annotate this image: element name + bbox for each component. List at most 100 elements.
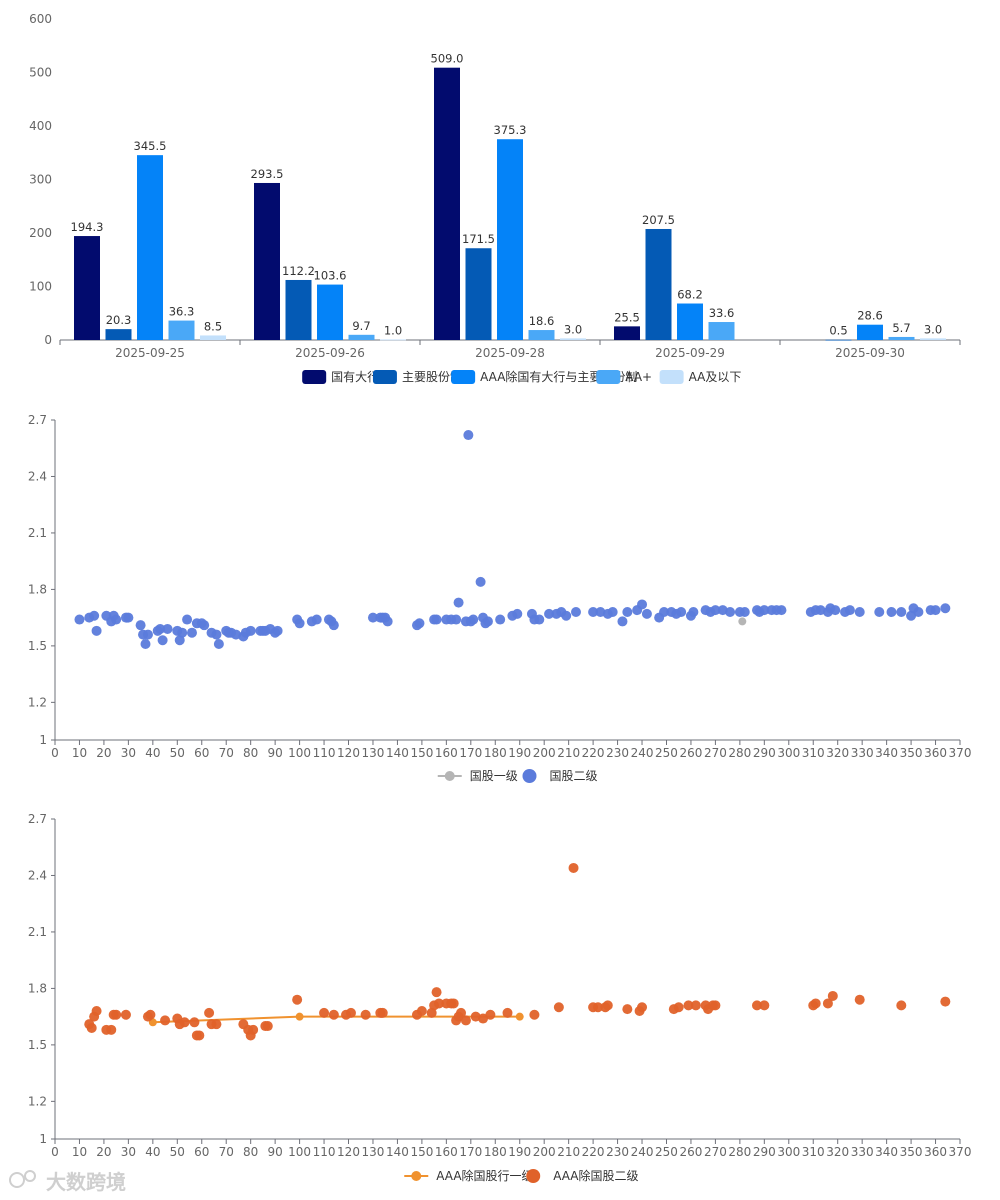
scatter-point bbox=[570, 607, 581, 617]
x-tick-label: 170 bbox=[459, 746, 482, 760]
x-tick-label: 60 bbox=[194, 1145, 209, 1159]
bar-data-label: 345.5 bbox=[134, 139, 167, 153]
x-tick-label: 370 bbox=[949, 1145, 972, 1159]
legend-label: AAA除国股二级 bbox=[553, 1168, 638, 1183]
scatter-point bbox=[593, 1002, 603, 1013]
scatter-point bbox=[360, 1009, 371, 1020]
y-tick-label: 1.5 bbox=[28, 639, 47, 653]
scatter-point bbox=[463, 430, 474, 441]
scatter-point bbox=[475, 576, 486, 587]
scatter-point bbox=[827, 990, 838, 1001]
scatter-point bbox=[561, 610, 572, 621]
x-tick-label: 160 bbox=[435, 1145, 458, 1159]
bar bbox=[254, 182, 280, 340]
x-tick-label: 90 bbox=[267, 746, 282, 760]
scatter-point bbox=[182, 614, 193, 625]
y-tick-label: 1.8 bbox=[28, 981, 47, 995]
legend-label: AA+ bbox=[625, 370, 652, 384]
x-tick-label: 2025-09-26 bbox=[295, 346, 365, 360]
y-tick-label: 1.8 bbox=[28, 582, 47, 596]
bar-chart: 0 100 200 300 400 500 600 2025-09-25 2025-09-26 2… bbox=[29, 12, 961, 384]
scatter-point bbox=[89, 610, 100, 621]
x-tick-label: 330 bbox=[851, 1145, 874, 1159]
x-tick-label: 180 bbox=[484, 746, 507, 760]
legend-swatch bbox=[659, 370, 684, 384]
x-tick-label: 140 bbox=[386, 1145, 409, 1159]
x-tick-label: 270 bbox=[704, 1145, 727, 1159]
scatter-point bbox=[311, 614, 322, 625]
bar bbox=[497, 139, 523, 340]
bar bbox=[560, 338, 586, 340]
scatter-point bbox=[292, 994, 303, 1005]
x-tick-label: 2025-09-28 bbox=[475, 346, 545, 360]
scatter-point bbox=[135, 620, 146, 631]
scatter-point bbox=[377, 1007, 388, 1018]
legend-marker bbox=[522, 769, 537, 783]
x-tick-label: 40 bbox=[145, 1145, 160, 1159]
scatter-point bbox=[123, 612, 134, 623]
y-tick-label: 100 bbox=[29, 280, 52, 294]
x-tick-label: 160 bbox=[435, 746, 458, 760]
scatter-point bbox=[512, 608, 523, 619]
scatter-point bbox=[160, 1015, 171, 1026]
y-tick-label: 1.2 bbox=[28, 1094, 47, 1108]
y-tick-label: 2.4 bbox=[28, 868, 47, 882]
scatter-point bbox=[319, 1007, 330, 1018]
x-tick-label: 240 bbox=[631, 746, 654, 760]
scatter-point bbox=[534, 614, 545, 625]
scatter-point bbox=[874, 607, 885, 617]
legend-swatch bbox=[596, 370, 621, 384]
x-tick-label: 350 bbox=[900, 746, 923, 760]
x-tick-label: 350 bbox=[900, 1145, 923, 1159]
x-tick-label: 260 bbox=[679, 746, 702, 760]
bar-data-label: 194.3 bbox=[71, 220, 104, 234]
scatter-point bbox=[810, 998, 821, 1009]
scatter-point bbox=[913, 607, 924, 617]
watermark-text: 大数跨境 bbox=[46, 1170, 126, 1194]
y-tick-label: 0 bbox=[44, 333, 52, 347]
scatter-point bbox=[194, 1030, 205, 1041]
bar bbox=[285, 279, 312, 340]
x-tick-label: 70 bbox=[219, 1145, 234, 1159]
scatter-point bbox=[906, 610, 917, 621]
x-tick-label: 290 bbox=[753, 746, 776, 760]
bar bbox=[825, 339, 852, 341]
y-tick-label: 2.7 bbox=[28, 812, 47, 826]
x-tick-label: 2025-09-25 bbox=[115, 346, 185, 360]
bar bbox=[677, 303, 703, 340]
bar-data-label: 112.2 bbox=[282, 264, 315, 278]
x-tick-label: 90 bbox=[267, 1145, 282, 1159]
x-tick-label: 30 bbox=[121, 746, 136, 760]
x-tick-label: 80 bbox=[243, 746, 258, 760]
x-tick-label: 120 bbox=[337, 746, 360, 760]
scatter-point bbox=[822, 998, 833, 1009]
scatter-point bbox=[91, 625, 102, 636]
legend-swatch bbox=[451, 370, 476, 384]
scatter-point bbox=[111, 1009, 122, 1020]
scatter-point bbox=[204, 1007, 215, 1018]
x-tick-label: 280 bbox=[728, 1145, 751, 1159]
x-tick-label: 360 bbox=[924, 746, 947, 760]
legend-label: 国股一级 bbox=[470, 769, 518, 783]
scatter-point bbox=[683, 1000, 694, 1011]
scatter-point bbox=[588, 607, 599, 617]
x-tick-label: 130 bbox=[362, 746, 385, 760]
watermark: 大数跨境 bbox=[9, 1170, 126, 1194]
x-tick-label: 280 bbox=[728, 746, 751, 760]
y-tick-label: 200 bbox=[29, 226, 52, 240]
scatter-point bbox=[495, 614, 506, 625]
scatter-point bbox=[886, 607, 897, 617]
scatter-point bbox=[451, 614, 462, 625]
scatter-point bbox=[622, 607, 633, 617]
scatter-point bbox=[482, 616, 493, 627]
scatter-point bbox=[453, 597, 464, 608]
scatter-point bbox=[140, 639, 151, 649]
legend-marker bbox=[526, 1169, 541, 1183]
x-tick-label: 310 bbox=[802, 746, 825, 760]
x-tick-label: 190 bbox=[508, 1145, 531, 1159]
x-tick-label: 120 bbox=[337, 1145, 360, 1159]
scatter-point bbox=[272, 625, 283, 636]
x-tick-label: 70 bbox=[219, 746, 234, 760]
y-tick-label: 1 bbox=[39, 1132, 47, 1146]
x-tick-label: 0 bbox=[51, 746, 59, 760]
